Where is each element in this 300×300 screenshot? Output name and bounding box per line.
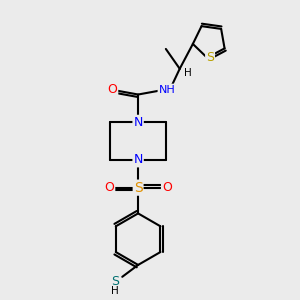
Text: S: S	[111, 275, 119, 288]
Text: NH: NH	[158, 85, 175, 94]
Text: S: S	[206, 51, 214, 64]
Text: H: H	[111, 286, 119, 296]
Text: S: S	[134, 181, 142, 195]
Text: O: O	[104, 181, 114, 194]
Text: N: N	[134, 116, 143, 129]
Text: N: N	[134, 153, 143, 167]
Text: H: H	[184, 68, 191, 78]
Text: O: O	[162, 181, 172, 194]
Text: O: O	[107, 83, 117, 96]
